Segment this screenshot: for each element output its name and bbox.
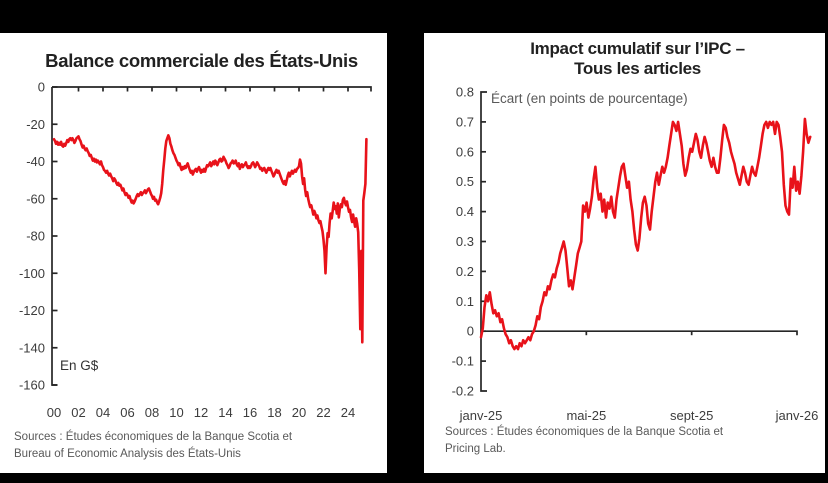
- x-tick-label: 24: [341, 405, 355, 420]
- x-tick-label: janv-26: [775, 408, 819, 423]
- zero-line: [481, 330, 798, 336]
- x-tick-label: 02: [71, 405, 85, 420]
- y-tick-label: -100: [19, 266, 45, 281]
- x-tick-label: mai-25: [566, 408, 606, 423]
- y-tick-label: -80: [26, 229, 45, 244]
- x-tick-label: sept-25: [670, 408, 713, 423]
- x-tick-label: 00: [47, 405, 61, 420]
- source-line: Sources : Études économiques de la Banqu…: [14, 431, 293, 443]
- y-tick-label: -140: [19, 340, 45, 355]
- source-line: Pricing Lab.: [445, 443, 506, 455]
- y-tick-label: -40: [26, 154, 45, 169]
- cpi-impact-panel: Impact cumulatif sur l’IPC – Tous les ar…: [424, 33, 825, 473]
- x-tick-label: 14: [218, 405, 232, 420]
- y-tick-label: -0.1: [452, 354, 474, 369]
- y-tick-label: 0.2: [456, 264, 474, 279]
- left-chart-sources: Sources : Études économiques de la Banqu…: [14, 429, 292, 463]
- y-tick-label: 0.4: [456, 204, 474, 219]
- right-chart-title-line1: Impact cumulatif sur l’IPC –: [530, 39, 745, 58]
- right-chart-title-line2: Tous les articles: [574, 59, 701, 78]
- y-tick-label: 0.7: [456, 114, 474, 129]
- y-tick-label: 0.3: [456, 234, 474, 249]
- y-tick-label: -0.2: [452, 384, 474, 399]
- y-tick-label: 0: [467, 324, 474, 339]
- x-tick-label: 20: [292, 405, 306, 420]
- x-tick-label: 10: [169, 405, 183, 420]
- x-tick-label: 12: [194, 405, 208, 420]
- y-tick-label: 0: [38, 80, 45, 95]
- y-tick-label: 0.1: [456, 294, 474, 309]
- y-tick-label: -120: [19, 303, 45, 318]
- y-tick-label: 0.5: [456, 174, 474, 189]
- y-tick-label: -60: [26, 191, 45, 206]
- x-tick-label: 16: [243, 405, 257, 420]
- x-tick-label: 06: [120, 405, 134, 420]
- trade-balance-panel: Balance commerciale des États-Unis 0 -20 -…: [0, 33, 387, 473]
- x-tick-label: 18: [267, 405, 281, 420]
- y-tick-label: 0.8: [456, 85, 474, 100]
- y-tick-label: -20: [26, 117, 45, 132]
- y-tick-label: -160: [19, 378, 45, 393]
- right-chart-subtitle: Écart (en points de pourcentage): [491, 91, 688, 106]
- x-tick-label: 22: [316, 405, 330, 420]
- x-tick-label: 08: [145, 405, 159, 420]
- x-tick-label: 04: [96, 405, 110, 420]
- x-tick-label: janv-25: [459, 408, 503, 423]
- right-chart-title: Impact cumulatif sur l’IPC – Tous les ar…: [424, 39, 825, 79]
- right-chart-sources: Sources : Études économiques de la Banqu…: [445, 424, 723, 458]
- unit-label: En G$: [60, 358, 99, 373]
- source-line: Sources : Études économiques de la Banqu…: [445, 426, 724, 438]
- trade-balance-series: [52, 134, 368, 344]
- cpi-impact-series: [479, 117, 812, 351]
- y-tick-label: 0.6: [456, 144, 474, 159]
- left-chart-title: Balance commerciale des États-Unis: [45, 50, 358, 71]
- source-line: Bureau of Economic Analysis des États-Un…: [14, 448, 241, 460]
- cpi-impact-chart: 0.8 0.7 0.6 0.5 0.4 0.3 0.2 0.1 0 -0.1 -0.2 janv-25…: [452, 85, 819, 424]
